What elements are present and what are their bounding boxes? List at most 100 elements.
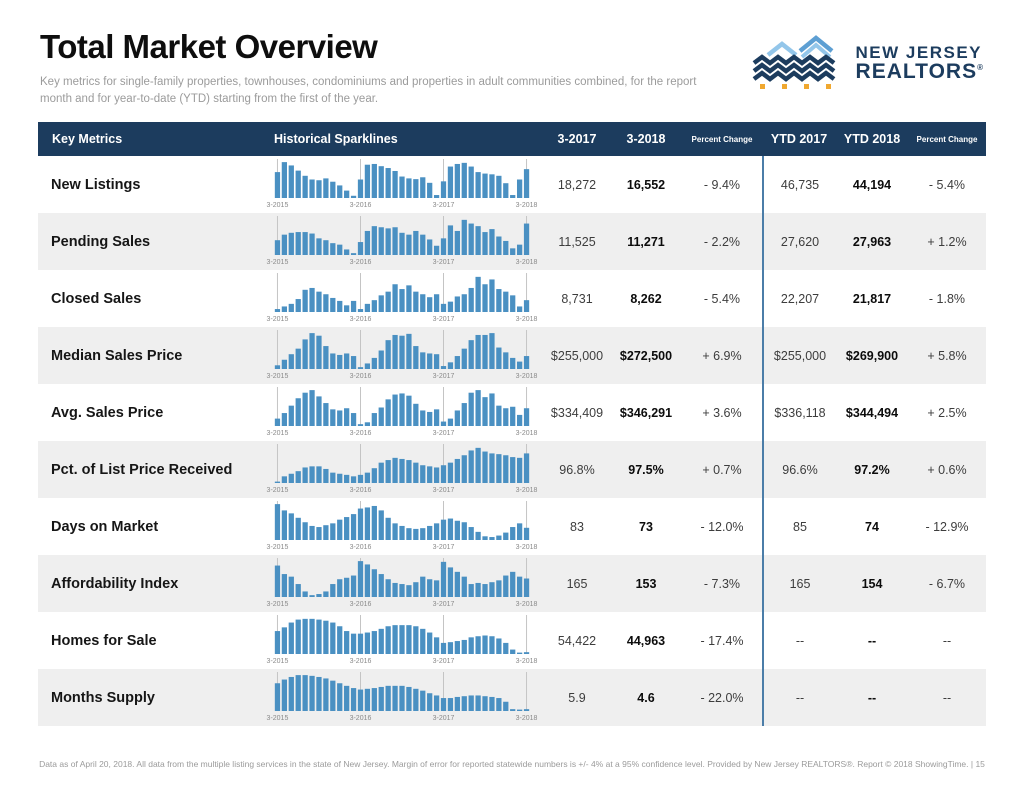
value-month-prev: $255,000	[550, 348, 604, 363]
table-row: Months Supply 3-2015 3-2016 3-2017 3-2018 5…	[38, 669, 986, 726]
svg-text:3-2017: 3-2017	[433, 715, 455, 722]
svg-text:3-2016: 3-2016	[350, 601, 372, 608]
value-ytd-percent-change: --	[942, 633, 952, 648]
svg-text:3-2017: 3-2017	[433, 658, 455, 665]
value-month-curr: 97.5%	[628, 462, 664, 477]
value-ytd-percent-change: + 2.5%	[927, 405, 967, 420]
value-ytd-percent-change: + 5.8%	[927, 348, 967, 363]
svg-text:3-2017: 3-2017	[433, 316, 455, 323]
col-header-month-curr: 3-2018	[626, 132, 666, 146]
metric-label: New Listings	[51, 176, 141, 193]
svg-text:3-2018: 3-2018	[516, 316, 538, 323]
logo-text: NEW JERSEY REALTORS®	[855, 42, 984, 84]
value-ytd-prev: $336,118	[762, 384, 836, 441]
value-percent-change: - 9.4%	[703, 177, 741, 192]
table-row: Days on Market 3-2015 3-2016 3-2017 3-2018 …	[38, 498, 986, 555]
value-ytd-curr: 74	[865, 519, 879, 534]
svg-text:3-2018: 3-2018	[516, 373, 538, 380]
svg-text:3-2017: 3-2017	[433, 259, 455, 266]
svg-text:3-2018: 3-2018	[516, 715, 538, 722]
value-percent-change: - 22.0%	[700, 690, 744, 705]
metric-label: Homes for Sale	[51, 632, 157, 649]
logo-line1: NEW JERSEY	[855, 42, 983, 62]
svg-text:3-2017: 3-2017	[433, 430, 455, 437]
svg-text:3-2016: 3-2016	[350, 658, 372, 665]
logo-waves-icon	[752, 30, 848, 97]
svg-text:3-2018: 3-2018	[516, 259, 538, 266]
value-ytd-prev: 85	[762, 498, 836, 555]
value-percent-change: - 5.4%	[703, 291, 741, 306]
col-header-ytd-prev: YTD 2017	[770, 132, 828, 146]
value-month-curr: 11,271	[627, 234, 665, 249]
svg-text:3-2017: 3-2017	[433, 202, 455, 209]
svg-text:3-2016: 3-2016	[350, 487, 372, 494]
report-header: Total Market Overview Key metrics for si…	[40, 28, 986, 109]
value-month-curr: 4.6	[637, 690, 655, 705]
metrics-table: Key Metrics Historical Sparklines 3-2017…	[38, 122, 986, 726]
sparkline-cell: 3-2015 3-2016 3-2017 3-2018	[266, 327, 544, 384]
value-percent-change: - 7.3%	[703, 576, 741, 591]
svg-text:3-2016: 3-2016	[350, 259, 372, 266]
sparkline-chart: 3-2015 3-2016 3-2017 3-2018	[267, 387, 538, 437]
table-row: Pct. of List Price Received 3-2015 3-2016…	[38, 441, 986, 498]
page-subtitle: Key metrics for single-family properties…	[40, 76, 697, 106]
value-month-prev: 83	[570, 519, 584, 534]
value-ytd-curr: --	[867, 633, 877, 648]
svg-text:3-2015: 3-2015	[267, 316, 289, 323]
svg-text:3-2015: 3-2015	[267, 259, 289, 266]
sparkline-chart: 3-2015 3-2016 3-2017 3-2018	[267, 330, 538, 380]
svg-text:3-2016: 3-2016	[350, 373, 372, 380]
value-percent-change: + 0.7%	[702, 462, 742, 477]
table-row: Homes for Sale 3-2015 3-2016 3-2017 3-2018 …	[38, 612, 986, 669]
value-month-curr: 16,552	[626, 177, 666, 192]
value-percent-change: - 12.0%	[700, 519, 744, 534]
svg-text:3-2015: 3-2015	[267, 658, 289, 665]
value-ytd-curr: 154	[861, 576, 883, 591]
value-month-prev: 8,731	[561, 291, 593, 306]
table-row: Avg. Sales Price 3-2015 3-2016 3-2017 3-201…	[38, 384, 986, 441]
logo-line2: REALTORS®	[855, 60, 984, 84]
svg-text:3-2018: 3-2018	[516, 658, 538, 665]
sparkline-chart: 3-2015 3-2016 3-2017 3-2018	[267, 216, 538, 266]
value-percent-change: + 3.6%	[702, 405, 742, 420]
sparkline-cell: 3-2015 3-2016 3-2017 3-2018	[266, 669, 544, 726]
svg-text:3-2016: 3-2016	[350, 715, 372, 722]
value-month-curr: $272,500	[619, 348, 673, 363]
value-percent-change: - 17.4%	[700, 633, 744, 648]
table-row: New Listings 3-2015 3-2016 3-2017 3-2018 18…	[38, 156, 986, 213]
sparkline-chart: 3-2015 3-2016 3-2017 3-2018	[267, 444, 538, 494]
col-header-ytd-percent-change: Percent Change	[916, 134, 978, 144]
svg-text:3-2018: 3-2018	[516, 544, 538, 551]
value-month-curr: 8,262	[630, 291, 662, 306]
svg-text:3-2017: 3-2017	[433, 544, 455, 551]
value-ytd-curr: 27,963	[852, 234, 892, 249]
metric-label: Closed Sales	[51, 290, 142, 307]
svg-text:3-2015: 3-2015	[267, 715, 289, 722]
metric-label: Pending Sales	[51, 233, 151, 250]
svg-text:3-2015: 3-2015	[267, 430, 289, 437]
svg-text:3-2018: 3-2018	[516, 430, 538, 437]
table-row: Pending Sales 3-2015 3-2016 3-2017 3-2018 1…	[38, 213, 986, 270]
metric-label: Pct. of List Price Received	[51, 461, 233, 478]
svg-text:3-2015: 3-2015	[267, 202, 289, 209]
sparkline-chart: 3-2015 3-2016 3-2017 3-2018	[267, 558, 538, 608]
value-month-prev: 96.8%	[559, 462, 595, 477]
table-row: Closed Sales 3-2015 3-2016 3-2017 3-2018 8,…	[38, 270, 986, 327]
value-month-prev: 18,272	[557, 177, 597, 192]
value-ytd-curr: $269,900	[845, 348, 899, 363]
value-month-curr: 153	[635, 576, 657, 591]
sparkline-chart: 3-2015 3-2016 3-2017 3-2018	[267, 672, 538, 722]
sparkline-chart: 3-2015 3-2016 3-2017 3-2018	[267, 273, 538, 323]
col-header-month-prev: 3-2017	[557, 132, 597, 146]
value-ytd-prev: 46,735	[762, 156, 836, 213]
sparkline-chart: 3-2015 3-2016 3-2017 3-2018	[267, 159, 538, 209]
page-title: Total Market Overview	[40, 28, 378, 65]
value-month-curr: 44,963	[626, 633, 666, 648]
table-row: Affordability Index 3-2015 3-2016 3-2017 3-…	[38, 555, 986, 612]
value-ytd-prev: --	[762, 612, 836, 669]
svg-text:3-2015: 3-2015	[267, 601, 289, 608]
table-header-row: Key Metrics Historical Sparklines 3-2017…	[38, 122, 986, 156]
metric-label: Months Supply	[51, 689, 155, 706]
svg-text:3-2015: 3-2015	[267, 544, 289, 551]
